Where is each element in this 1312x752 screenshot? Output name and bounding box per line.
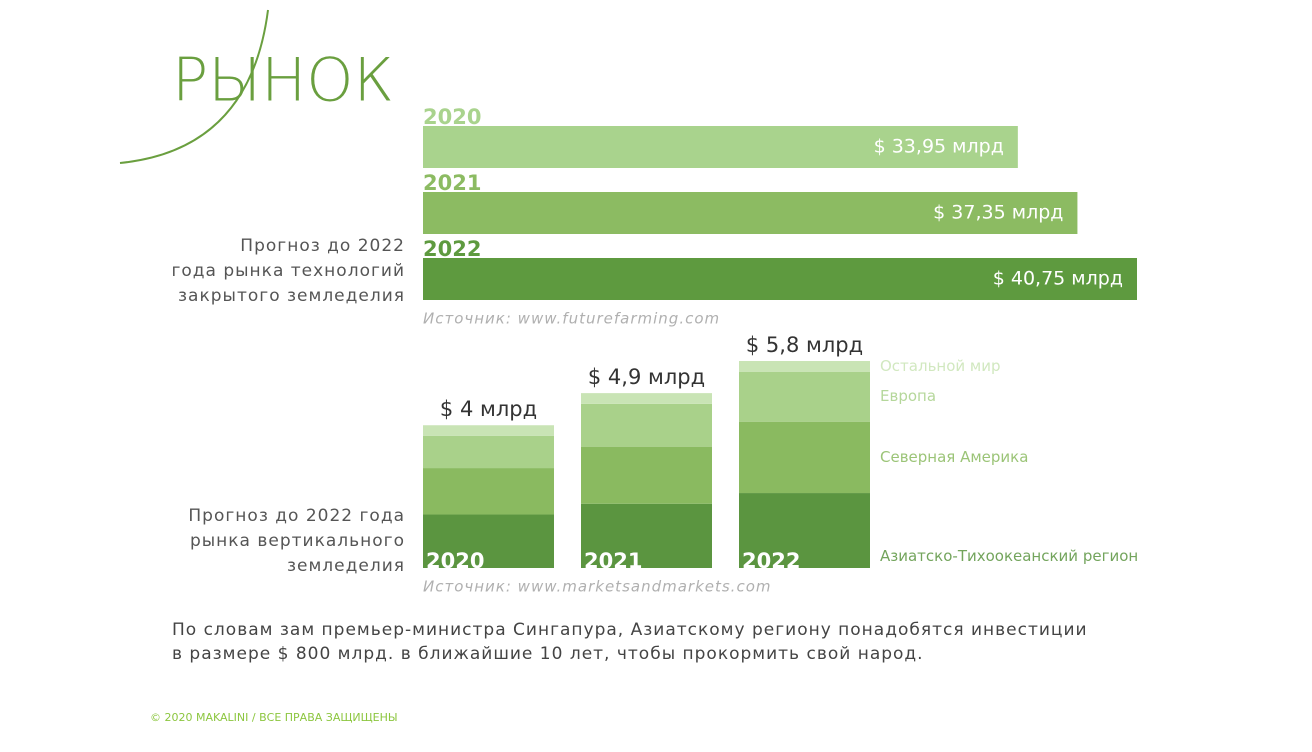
- bar-segment: [423, 514, 554, 568]
- bar-segment: [739, 361, 870, 372]
- bar-segment: [739, 493, 870, 568]
- legend-label: Северная Америка: [880, 448, 1028, 466]
- bar-segment: [581, 403, 712, 447]
- year-label: 2022: [742, 549, 800, 573]
- legend-label: Азиатско-Тихоокеанский регион: [880, 547, 1138, 565]
- bar: [423, 126, 1018, 168]
- value-label: $ 40,75 млрд: [993, 268, 1123, 290]
- value-label: $ 37,35 млрд: [933, 202, 1063, 224]
- bar: [423, 258, 1137, 300]
- bar: [423, 192, 1078, 234]
- decor-arc: [119, 9, 269, 164]
- chart-title: земледелия: [287, 556, 405, 576]
- total-label: $ 4,9 млрд: [588, 365, 705, 389]
- footer: © 2020 MAKALINI / ВСЕ ПРАВА ЗАЩИЩЕНЫ: [150, 711, 398, 724]
- bar-segment: [423, 435, 554, 469]
- bar-segment: [739, 371, 870, 422]
- bar-segment: [581, 393, 712, 404]
- chart-title: закрытого земледелия: [178, 286, 405, 306]
- bar-segment: [581, 503, 712, 568]
- legend-label: Европа: [880, 387, 936, 405]
- source: Источник: www.marketsandmarkets.com: [423, 578, 771, 596]
- value-label: $ 33,95 млрд: [874, 136, 1004, 158]
- note-line: По словам зам премьер-министра Сингапура…: [172, 620, 1088, 640]
- legend-label: Остальной мир: [880, 357, 1001, 375]
- chart-title: года рынка технологий: [171, 261, 405, 281]
- total-label: $ 4 млрд: [440, 397, 537, 421]
- bar-segment: [581, 446, 712, 504]
- year-label: 2020: [423, 105, 481, 129]
- bar-segment: [423, 425, 554, 436]
- chart-title: рынка вертикального: [190, 531, 405, 551]
- chart-title: Прогноз до 2022 года: [188, 506, 405, 526]
- source: Источник: www.futurefarming.com: [423, 310, 720, 328]
- bar-segment: [739, 421, 870, 494]
- total-label: $ 5,8 млрд: [746, 333, 863, 357]
- chart-title: Прогноз до 2022: [240, 236, 405, 256]
- year-label: 2022: [423, 237, 481, 261]
- year-label: 2021: [423, 171, 481, 195]
- slide-title: РЫНОК: [172, 46, 394, 116]
- year-label: 2020: [426, 549, 484, 573]
- year-label: 2021: [584, 549, 642, 573]
- note-line: в размере $ 800 млрд. в ближайшие 10 лет…: [172, 644, 924, 664]
- bar-segment: [423, 468, 554, 515]
